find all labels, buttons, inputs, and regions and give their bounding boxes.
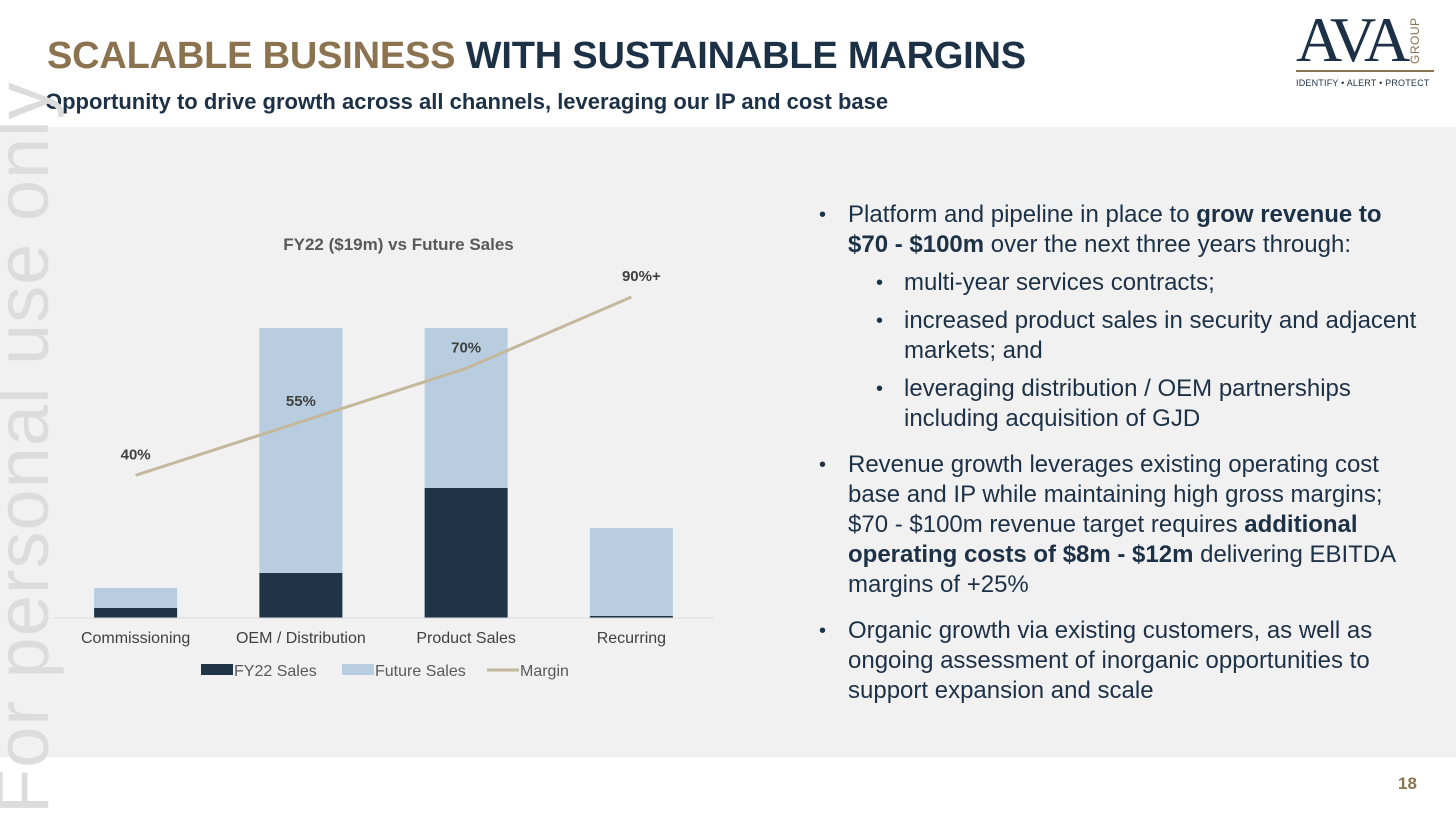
- bullet-growth: Platform and pipeline in place to grow r…: [815, 200, 1425, 434]
- legend-swatch: [201, 664, 233, 675]
- bullet-costs-text: Revenue growth leverages existing operat…: [848, 451, 1383, 538]
- bar-future-0: [94, 588, 178, 608]
- sales-margin-chart: FY22 ($19m) vs Future Sales Commissionin…: [53, 235, 714, 680]
- sub-bullets: multi-year services contracts; increased…: [815, 268, 1425, 434]
- bullet-growth-tail: over the next three years through:: [984, 231, 1351, 258]
- bar-fy22-0: [94, 608, 178, 618]
- logo-underline: [1296, 70, 1434, 72]
- chart-title: FY22 ($19m) vs Future Sales: [283, 235, 514, 254]
- bullet-costs-tail: delivering EBITDA margins of +25%: [848, 541, 1395, 598]
- slide-subtitle: Opportunity to drive growth across all c…: [45, 89, 889, 114]
- category-label: Recurring: [597, 630, 666, 647]
- margin-labels: 40% 55% 70% 90%+: [121, 268, 661, 463]
- bar-fy22-2: [424, 488, 508, 618]
- sub-bullet-services: multi-year services contracts;: [848, 268, 1425, 298]
- margin-line: [135, 295, 632, 477]
- title-part-2: WITH SUSTAINABLE MARGINS: [465, 35, 1026, 77]
- bar-future-1: [259, 328, 343, 573]
- bars-layer: [94, 328, 673, 618]
- bullet-organic: Organic growth via existing customers, a…: [815, 616, 1425, 706]
- bar-fy22-1: [259, 573, 343, 618]
- bar-future-3: [589, 528, 673, 616]
- key-points: Platform and pipeline in place to grow r…: [815, 200, 1425, 722]
- legend-label: Margin: [520, 663, 569, 680]
- logo-wordmark: AVA: [1296, 4, 1410, 75]
- category-labels: Commissioning OEM / Distribution Product S…: [81, 630, 666, 647]
- page-number: 18: [1398, 774, 1417, 793]
- legend-label: Future Sales: [375, 663, 466, 680]
- slide-title: SCALABLE BUSINESS WITH SUSTAINABLE MARGI…: [47, 35, 1026, 78]
- category-label: OEM / Distribution: [236, 630, 366, 647]
- bullet-costs: Revenue growth leverages existing operat…: [815, 450, 1425, 600]
- legend-swatch: [342, 664, 374, 675]
- category-label: Product Sales: [416, 630, 516, 647]
- logo-side-text: GROUP: [1408, 17, 1422, 64]
- title-part-1: SCALABLE BUSINESS: [47, 35, 456, 77]
- bullet-growth-text: Platform and pipeline in place to: [848, 201, 1197, 228]
- bullet-costs-bold: additional operating costs of $8m - $12m: [848, 511, 1358, 568]
- logo-tagline: IDENTIFY • ALERT • PROTECT: [1296, 78, 1430, 88]
- chart-legend: FY22 Sales Future Sales Margin: [201, 663, 569, 680]
- sub-bullet-product: increased product sales in security and …: [848, 306, 1425, 366]
- margin-label: 55%: [286, 393, 316, 410]
- bar-future-2: [424, 328, 508, 488]
- margin-label: 40%: [121, 446, 151, 463]
- sub-bullet-distribution: leveraging distribution / OEM partnershi…: [848, 374, 1425, 434]
- legend-label: FY22 Sales: [234, 663, 317, 680]
- category-label: Commissioning: [81, 630, 190, 647]
- margin-label: 90%+: [622, 268, 661, 285]
- margin-label: 70%: [451, 339, 481, 356]
- bar-fy22-3: [589, 616, 673, 618]
- bullet-growth-bold: grow revenue to $70 - $100m: [848, 201, 1382, 258]
- ava-group-logo: AVA GROUP IDENTIFY • ALERT • PROTECT: [1290, 8, 1440, 90]
